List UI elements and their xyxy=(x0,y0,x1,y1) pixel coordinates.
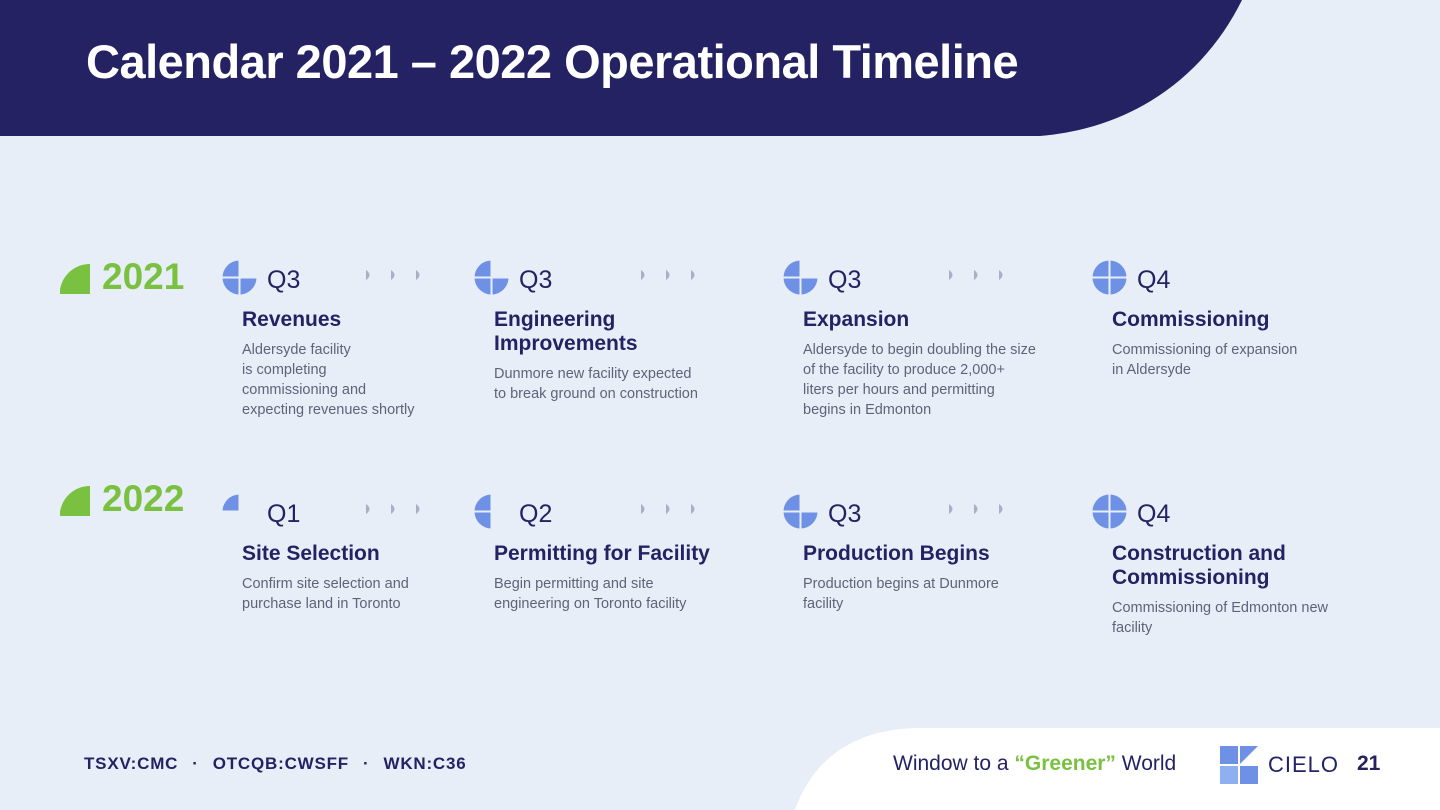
pie-three-quarters-icon xyxy=(222,260,257,300)
arrow-dot-icon xyxy=(641,504,645,514)
milestone-2021-expansion: Q3 xyxy=(783,260,1063,300)
year-label-2021: 2021 xyxy=(60,256,184,298)
quarter-label: Q2 xyxy=(519,499,553,528)
milestone-2021-commissioning: Q4 xyxy=(1092,260,1372,300)
milestone-title: Revenues xyxy=(242,308,342,331)
pie-full-icon xyxy=(1092,494,1127,534)
quarter-label: Q4 xyxy=(1137,499,1171,528)
milestone-2022-construction: Q4 xyxy=(1092,494,1372,534)
arrow-dot-icon xyxy=(691,504,695,514)
milestone-2021-expansion-text: Expansion Aldersyde to begin doubling th… xyxy=(803,296,1103,420)
arrow-dots-icon xyxy=(948,269,1007,281)
arrow-dot-icon xyxy=(666,270,670,280)
milestone-description: Commissioning of expansion in Aldersyde xyxy=(1112,342,1298,378)
milestone-description: Begin permitting and site engineering on… xyxy=(494,576,687,612)
quarter-label: Q1 xyxy=(267,499,301,528)
milestone-2022-permitting-text: Permitting for Facility Begin permitting… xyxy=(494,530,774,614)
milestone-2021-revenues: Q3 xyxy=(222,260,502,300)
arrow-dot-icon xyxy=(641,270,645,280)
milestone-description: Aldersyde facility is completing commiss… xyxy=(242,342,415,418)
pie-half-icon xyxy=(474,494,509,534)
milestone-description: Aldersyde to begin doubling the size of … xyxy=(803,342,1036,418)
milestone-description: Confirm site selection and purchase land… xyxy=(242,576,409,612)
pie-three-quarters-icon xyxy=(783,260,818,300)
pie-full-icon xyxy=(1092,260,1127,300)
milestone-2021-commissioning-text: Commissioning Commissioning of expansion… xyxy=(1112,296,1392,380)
milestone-2021-engineering: Q3 xyxy=(474,260,754,300)
arrow-dot-icon xyxy=(691,270,695,280)
logo-text: CIELO xyxy=(1268,752,1340,777)
footer-panel xyxy=(795,728,1440,810)
milestone-title: Site Selection xyxy=(242,542,380,565)
milestone-2022-production-text: Production Begins Production begins at D… xyxy=(803,530,1083,614)
ticker-wkn: WKN:C36 xyxy=(383,754,467,773)
cielo-logo: CIELO xyxy=(1220,746,1339,784)
year-text: 2021 xyxy=(102,256,185,297)
milestone-2022-site-selection-text: Site Selection Confirm site selection an… xyxy=(242,530,522,614)
tagline-highlight: “Greener” xyxy=(1014,752,1116,775)
stock-tickers: TSXV:CMC · OTCQB:CWSFF · WKN:C36 xyxy=(84,754,467,774)
arrow-dots-icon xyxy=(640,503,699,515)
milestone-description: Dunmore new facility expected to break g… xyxy=(494,366,698,402)
milestone-title: Production Begins xyxy=(803,542,990,565)
milestone-2021-revenues-text: Revenues Aldersyde facility is completin… xyxy=(242,296,522,420)
quarter-label: Q4 xyxy=(1137,265,1171,294)
milestone-2021-engineering-text: Engineering Improvements Dunmore new fac… xyxy=(494,296,774,404)
ticker-otcqb: OTCQB:CWSFF xyxy=(212,754,349,773)
arrow-dot-icon xyxy=(949,270,953,280)
arrow-dot-icon xyxy=(974,270,978,280)
milestone-title: Commissioning xyxy=(1112,308,1270,331)
pie-three-quarters-icon xyxy=(783,494,818,534)
arrow-dot-icon xyxy=(949,504,953,514)
tagline: Window to a “Greener” World xyxy=(893,752,1176,776)
year-label-2022: 2022 xyxy=(60,478,184,520)
page-title: Calendar 2021 – 2022 Operational Timelin… xyxy=(86,35,1019,88)
milestone-2022-permitting: Q2 xyxy=(474,494,754,534)
page-number: 21 xyxy=(1357,752,1381,775)
arrow-dots-icon xyxy=(640,269,699,281)
milestone-2022-production: Q3 xyxy=(783,494,1063,534)
milestone-title: Engineering Improvements xyxy=(494,308,638,355)
ticker-separator: · xyxy=(363,754,370,773)
arrow-dot-icon xyxy=(366,270,370,280)
arrow-dot-icon xyxy=(999,270,1003,280)
quarter-label: Q3 xyxy=(828,499,862,528)
tagline-start: Window to a xyxy=(893,752,1015,775)
tagline-end: World xyxy=(1115,752,1177,775)
arrow-dot-icon xyxy=(391,504,395,514)
green-quarter-shape-icon xyxy=(60,485,90,516)
milestone-title: Construction and Commissioning xyxy=(1112,542,1286,589)
milestone-2022-site-selection: Q1 xyxy=(222,494,502,534)
milestone-title: Permitting for Facility xyxy=(494,542,710,565)
arrow-dot-icon xyxy=(366,504,370,514)
milestone-title: Expansion xyxy=(803,308,910,331)
quarter-label: Q3 xyxy=(828,265,862,294)
pie-one-quarter-icon xyxy=(222,494,257,534)
ticker-separator: · xyxy=(192,754,199,773)
quarter-label: Q3 xyxy=(267,265,301,294)
header-banner xyxy=(0,0,1242,136)
arrow-dot-icon xyxy=(416,270,420,280)
milestone-2022-construction-text: Construction and Commissioning Commissio… xyxy=(1112,530,1402,638)
arrow-dot-icon xyxy=(974,504,978,514)
milestone-description: Commissioning of Edmonton new facility xyxy=(1112,600,1328,636)
pie-three-quarters-icon xyxy=(474,260,509,300)
green-quarter-shape-icon xyxy=(60,263,90,294)
arrow-dots-icon xyxy=(948,503,1007,515)
year-text: 2022 xyxy=(102,478,185,519)
arrow-dot-icon xyxy=(416,504,420,514)
arrow-dots-icon xyxy=(365,503,424,515)
arrow-dot-icon xyxy=(391,270,395,280)
arrow-dots-icon xyxy=(365,269,424,281)
arrow-dot-icon xyxy=(666,504,670,514)
ticker-tsxv: TSXV:CMC xyxy=(84,754,179,773)
arrow-dot-icon xyxy=(999,504,1003,514)
milestone-description: Production begins at Dunmore facility xyxy=(803,576,999,612)
quarter-label: Q3 xyxy=(519,265,553,294)
cielo-logo-icon xyxy=(1220,746,1258,784)
